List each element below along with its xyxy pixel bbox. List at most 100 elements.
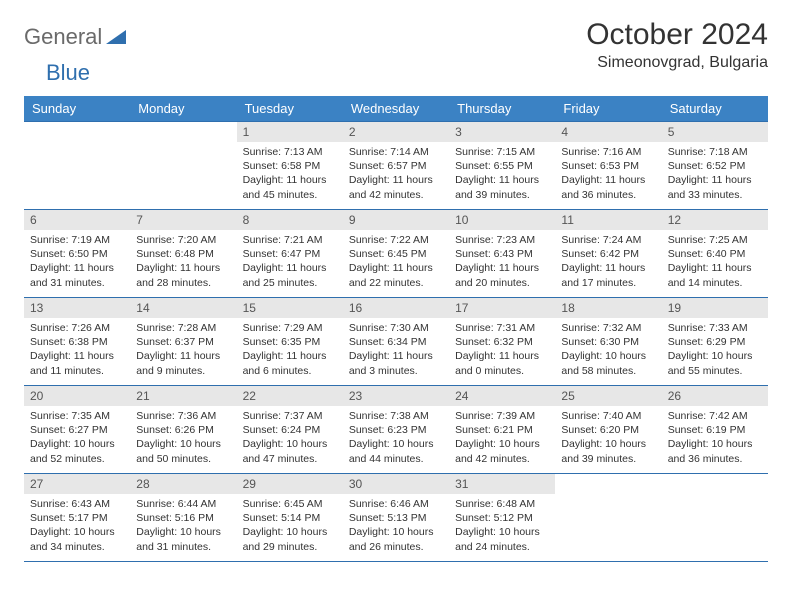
day-number: 29 [237,474,343,494]
calendar-cell: 27Sunrise: 6:43 AMSunset: 5:17 PMDayligh… [24,474,130,562]
day-text: Sunrise: 6:44 AMSunset: 5:16 PMDaylight:… [130,494,236,558]
calendar-row: 13Sunrise: 7:26 AMSunset: 6:38 PMDayligh… [24,298,768,386]
weekday-header: Tuesday [237,96,343,122]
day-text: Sunrise: 7:15 AMSunset: 6:55 PMDaylight:… [449,142,555,206]
weekday-header: Friday [555,96,661,122]
calendar-cell: 21Sunrise: 7:36 AMSunset: 6:26 PMDayligh… [130,386,236,474]
calendar-cell: 5Sunrise: 7:18 AMSunset: 6:52 PMDaylight… [662,122,768,210]
day-number: 28 [130,474,236,494]
day-text: Sunrise: 7:20 AMSunset: 6:48 PMDaylight:… [130,230,236,294]
day-number: 13 [24,298,130,318]
calendar-cell: 17Sunrise: 7:31 AMSunset: 6:32 PMDayligh… [449,298,555,386]
calendar-cell: 2Sunrise: 7:14 AMSunset: 6:57 PMDaylight… [343,122,449,210]
calendar-cell: 6Sunrise: 7:19 AMSunset: 6:50 PMDaylight… [24,210,130,298]
day-number: 19 [662,298,768,318]
day-number: 3 [449,122,555,142]
day-number: 22 [237,386,343,406]
day-text: Sunrise: 6:43 AMSunset: 5:17 PMDaylight:… [24,494,130,558]
day-text: Sunrise: 7:35 AMSunset: 6:27 PMDaylight:… [24,406,130,470]
logo-triangle-icon [106,30,126,44]
weekday-header: Sunday [24,96,130,122]
day-number: 21 [130,386,236,406]
day-text: Sunrise: 6:48 AMSunset: 5:12 PMDaylight:… [449,494,555,558]
day-number: 14 [130,298,236,318]
day-text: Sunrise: 7:23 AMSunset: 6:43 PMDaylight:… [449,230,555,294]
day-text: Sunrise: 7:29 AMSunset: 6:35 PMDaylight:… [237,318,343,382]
calendar-cell: 28Sunrise: 6:44 AMSunset: 5:16 PMDayligh… [130,474,236,562]
calendar-cell: 19Sunrise: 7:33 AMSunset: 6:29 PMDayligh… [662,298,768,386]
calendar-head: SundayMondayTuesdayWednesdayThursdayFrid… [24,96,768,122]
calendar-cell: 10Sunrise: 7:23 AMSunset: 6:43 PMDayligh… [449,210,555,298]
day-number: 7 [130,210,236,230]
logo-text-blue: Blue [46,60,90,86]
calendar-cell: 4Sunrise: 7:16 AMSunset: 6:53 PMDaylight… [555,122,661,210]
day-number: 27 [24,474,130,494]
day-text: Sunrise: 7:32 AMSunset: 6:30 PMDaylight:… [555,318,661,382]
calendar-cell: 3Sunrise: 7:15 AMSunset: 6:55 PMDaylight… [449,122,555,210]
day-number: 11 [555,210,661,230]
calendar-cell: 8Sunrise: 7:21 AMSunset: 6:47 PMDaylight… [237,210,343,298]
calendar-cell: 13Sunrise: 7:26 AMSunset: 6:38 PMDayligh… [24,298,130,386]
day-number: 25 [555,386,661,406]
calendar-row: 27Sunrise: 6:43 AMSunset: 5:17 PMDayligh… [24,474,768,562]
weekday-header: Monday [130,96,236,122]
calendar-cell [130,122,236,210]
day-text: Sunrise: 7:24 AMSunset: 6:42 PMDaylight:… [555,230,661,294]
calendar-cell: 20Sunrise: 7:35 AMSunset: 6:27 PMDayligh… [24,386,130,474]
day-text: Sunrise: 7:26 AMSunset: 6:38 PMDaylight:… [24,318,130,382]
day-number: 8 [237,210,343,230]
day-number: 23 [343,386,449,406]
calendar-cell: 14Sunrise: 7:28 AMSunset: 6:37 PMDayligh… [130,298,236,386]
calendar-cell: 15Sunrise: 7:29 AMSunset: 6:35 PMDayligh… [237,298,343,386]
weekday-header: Saturday [662,96,768,122]
day-number: 15 [237,298,343,318]
day-number: 20 [24,386,130,406]
day-text: Sunrise: 7:14 AMSunset: 6:57 PMDaylight:… [343,142,449,206]
day-number: 9 [343,210,449,230]
day-text: Sunrise: 6:46 AMSunset: 5:13 PMDaylight:… [343,494,449,558]
day-text: Sunrise: 7:16 AMSunset: 6:53 PMDaylight:… [555,142,661,206]
weekday-header: Wednesday [343,96,449,122]
day-number: 18 [555,298,661,318]
day-text: Sunrise: 7:19 AMSunset: 6:50 PMDaylight:… [24,230,130,294]
day-number: 24 [449,386,555,406]
calendar-row: 20Sunrise: 7:35 AMSunset: 6:27 PMDayligh… [24,386,768,474]
weekday-header: Thursday [449,96,555,122]
calendar-cell: 18Sunrise: 7:32 AMSunset: 6:30 PMDayligh… [555,298,661,386]
calendar-cell: 1Sunrise: 7:13 AMSunset: 6:58 PMDaylight… [237,122,343,210]
calendar-row: 1Sunrise: 7:13 AMSunset: 6:58 PMDaylight… [24,122,768,210]
day-number: 17 [449,298,555,318]
day-text: Sunrise: 7:42 AMSunset: 6:19 PMDaylight:… [662,406,768,470]
calendar-cell: 11Sunrise: 7:24 AMSunset: 6:42 PMDayligh… [555,210,661,298]
calendar-cell: 24Sunrise: 7:39 AMSunset: 6:21 PMDayligh… [449,386,555,474]
day-number: 2 [343,122,449,142]
calendar-row: 6Sunrise: 7:19 AMSunset: 6:50 PMDaylight… [24,210,768,298]
day-number: 4 [555,122,661,142]
calendar-table: SundayMondayTuesdayWednesdayThursdayFrid… [24,96,768,562]
calendar-cell: 12Sunrise: 7:25 AMSunset: 6:40 PMDayligh… [662,210,768,298]
day-text: Sunrise: 7:18 AMSunset: 6:52 PMDaylight:… [662,142,768,206]
logo: General [24,18,126,50]
day-text: Sunrise: 7:40 AMSunset: 6:20 PMDaylight:… [555,406,661,470]
day-text: Sunrise: 7:22 AMSunset: 6:45 PMDaylight:… [343,230,449,294]
calendar-cell: 31Sunrise: 6:48 AMSunset: 5:12 PMDayligh… [449,474,555,562]
logo-text-general: General [24,24,102,50]
day-number: 31 [449,474,555,494]
day-number: 6 [24,210,130,230]
day-text: Sunrise: 7:39 AMSunset: 6:21 PMDaylight:… [449,406,555,470]
calendar-cell: 7Sunrise: 7:20 AMSunset: 6:48 PMDaylight… [130,210,236,298]
page-subtitle: Simeonovgrad, Bulgaria [586,54,768,72]
day-text: Sunrise: 7:30 AMSunset: 6:34 PMDaylight:… [343,318,449,382]
page-title: October 2024 [586,18,768,52]
day-number: 10 [449,210,555,230]
calendar-cell: 16Sunrise: 7:30 AMSunset: 6:34 PMDayligh… [343,298,449,386]
calendar-cell: 23Sunrise: 7:38 AMSunset: 6:23 PMDayligh… [343,386,449,474]
day-text: Sunrise: 7:21 AMSunset: 6:47 PMDaylight:… [237,230,343,294]
title-block: October 2024 Simeonovgrad, Bulgaria [586,18,768,72]
day-text: Sunrise: 7:25 AMSunset: 6:40 PMDaylight:… [662,230,768,294]
calendar-body: 1Sunrise: 7:13 AMSunset: 6:58 PMDaylight… [24,122,768,562]
day-number: 1 [237,122,343,142]
calendar-cell [24,122,130,210]
day-number: 12 [662,210,768,230]
day-text: Sunrise: 7:36 AMSunset: 6:26 PMDaylight:… [130,406,236,470]
